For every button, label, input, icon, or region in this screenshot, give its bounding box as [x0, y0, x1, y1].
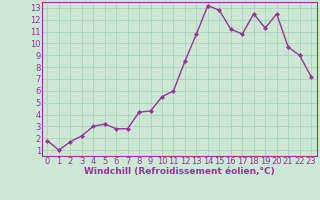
X-axis label: Windchill (Refroidissement éolien,°C): Windchill (Refroidissement éolien,°C)	[84, 167, 275, 176]
